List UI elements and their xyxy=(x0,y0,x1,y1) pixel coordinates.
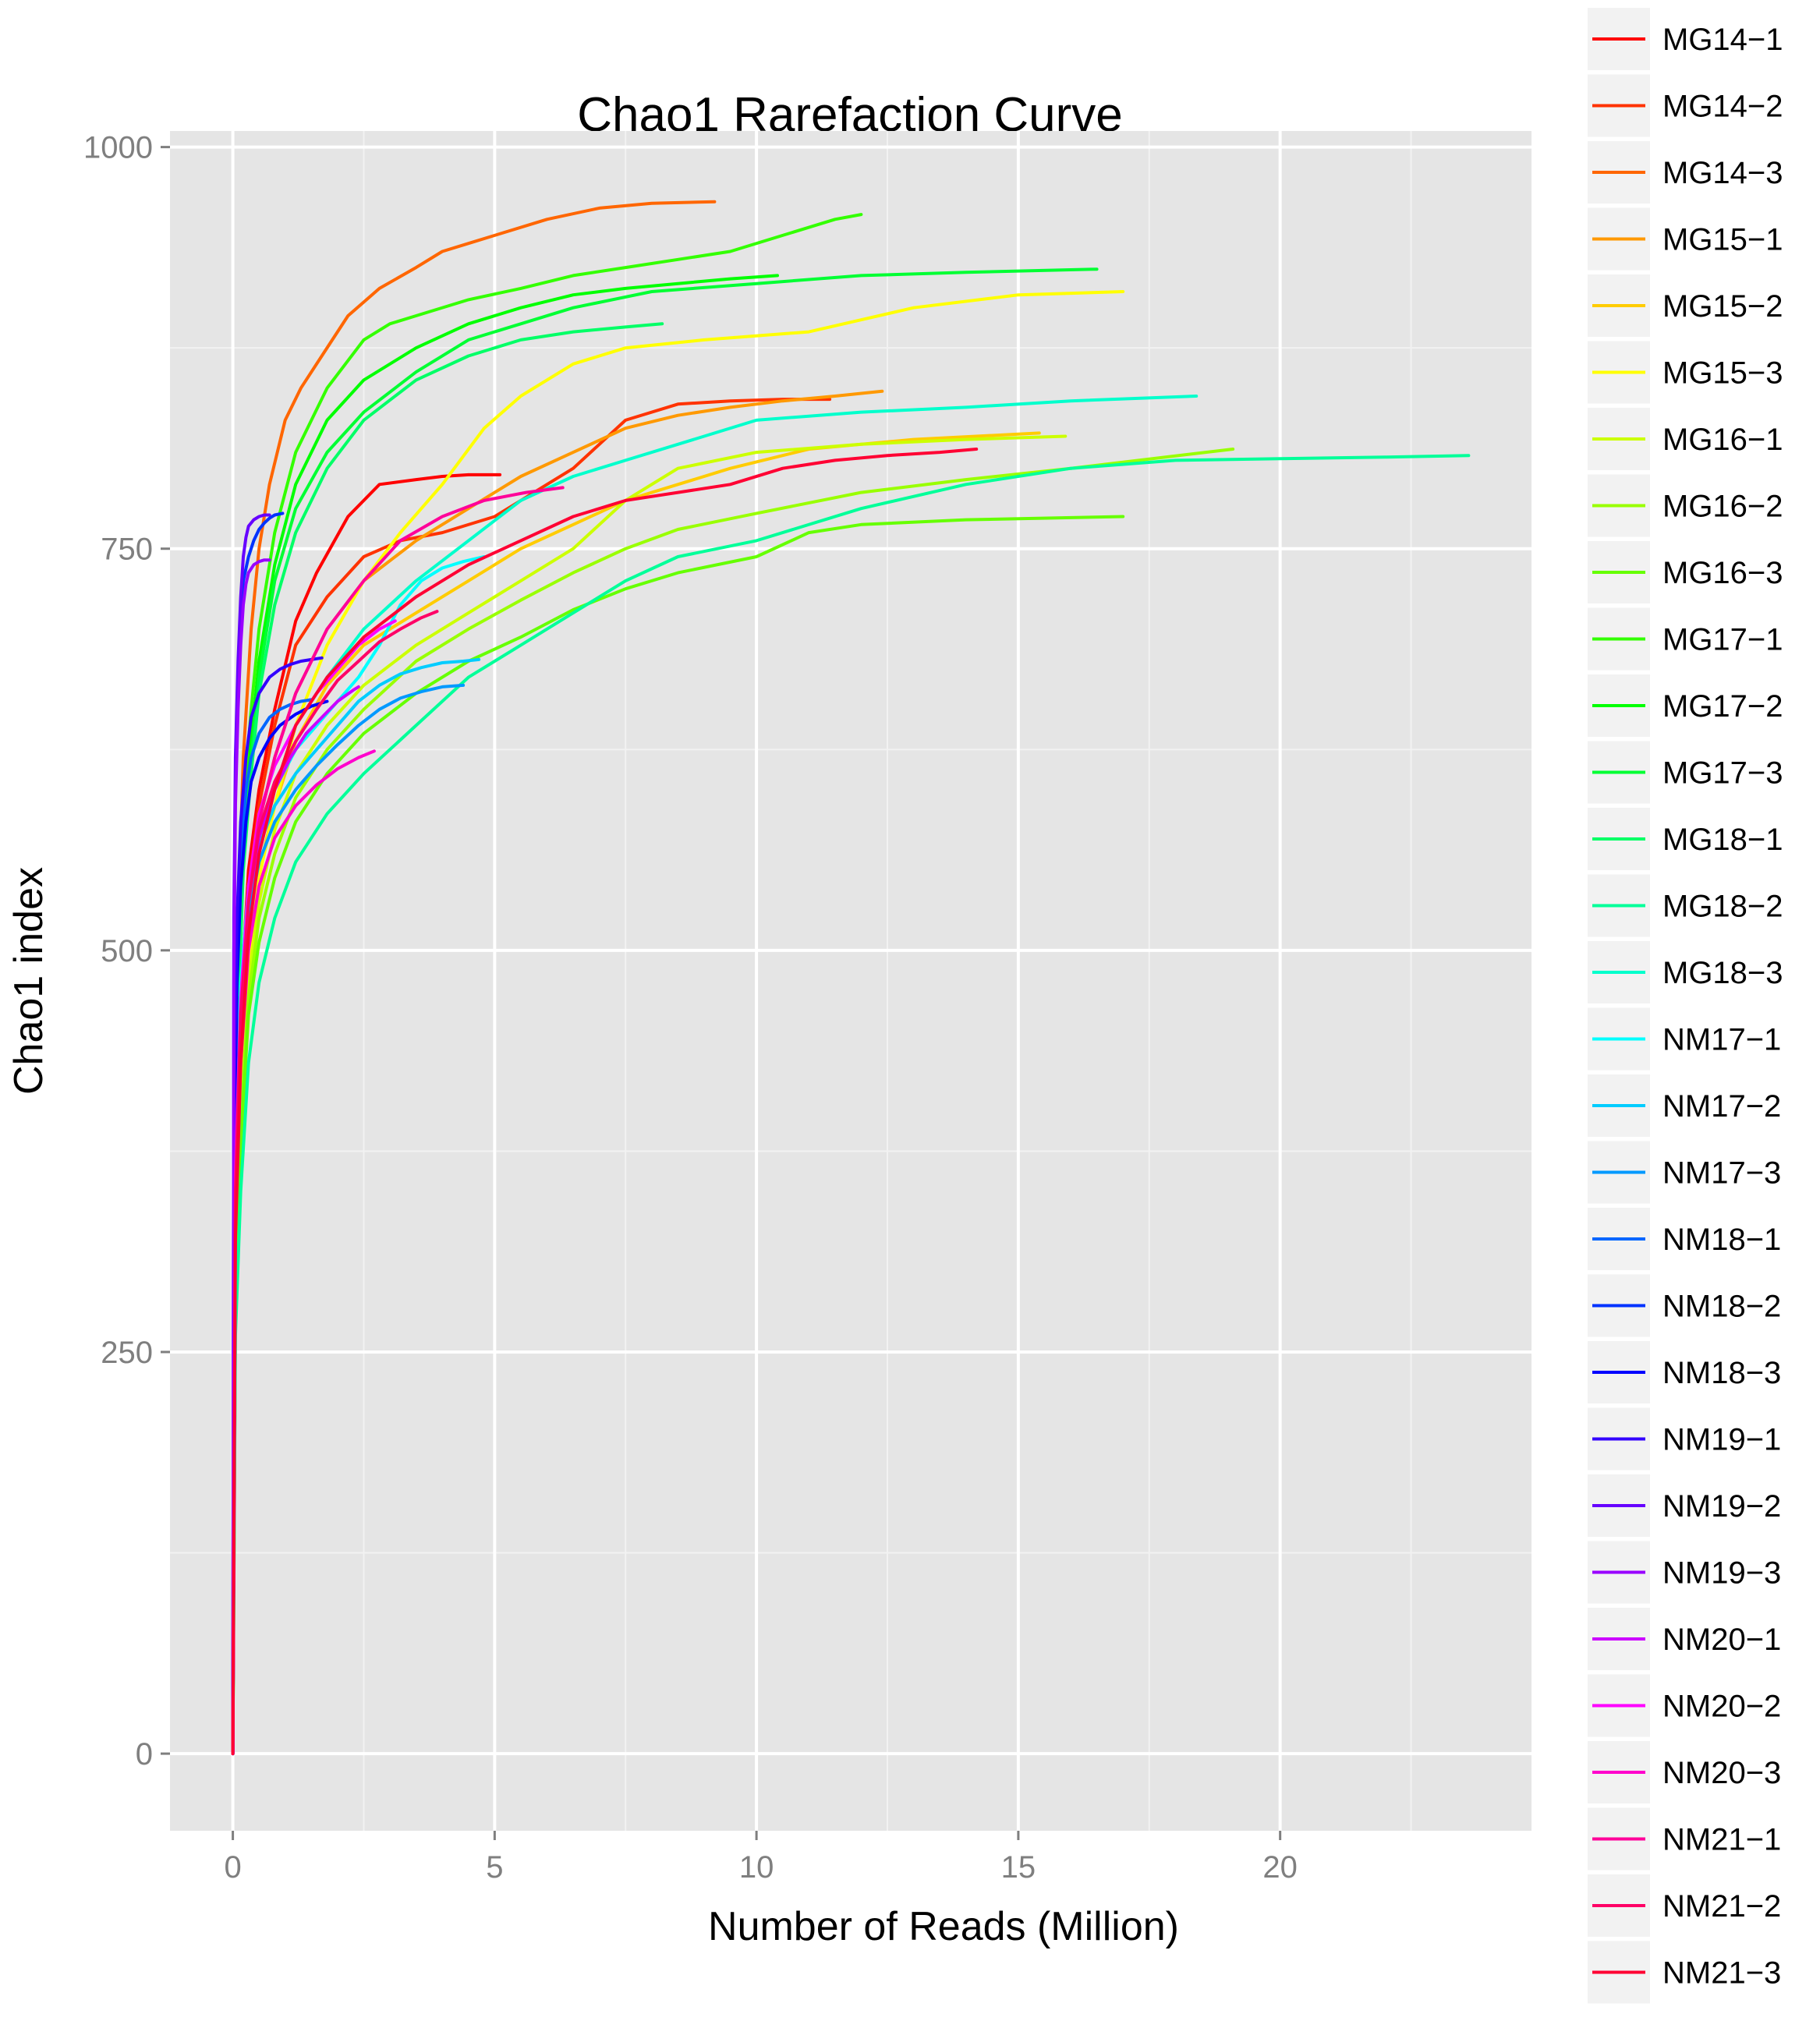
legend-label: MG15−2 xyxy=(1662,289,1783,324)
x-tick-label: 10 xyxy=(739,1850,774,1885)
y-tick-label: 1000 xyxy=(83,131,153,165)
legend-label: NM20−3 xyxy=(1662,1756,1781,1790)
major-gridlines xyxy=(170,131,1531,1831)
legend-label: NM17−1 xyxy=(1662,1023,1781,1057)
legend-label: NM20−1 xyxy=(1662,1623,1781,1657)
legend-label: NM18−2 xyxy=(1662,1290,1781,1324)
legend-label: MG18−2 xyxy=(1662,890,1783,924)
legend-label: MG17−3 xyxy=(1662,756,1783,791)
legend-label: NM19−2 xyxy=(1662,1489,1781,1524)
series-line-NM19−3 xyxy=(231,558,271,1756)
legend-label: MG16−2 xyxy=(1662,490,1783,524)
legend-label: NM20−2 xyxy=(1662,1690,1781,1724)
legend-label: MG18−3 xyxy=(1662,956,1783,990)
legend-label: NM19−3 xyxy=(1662,1556,1781,1591)
y-axis-ticks: 0 250 500 750 1000 xyxy=(83,131,170,1771)
series-line-MG16−2 xyxy=(231,448,1235,1756)
legend-label: NM17−2 xyxy=(1662,1089,1781,1124)
legend-label: MG17−1 xyxy=(1662,623,1783,657)
series-line-NM21−3 xyxy=(231,448,979,1756)
legend: MG14−1 MG14−2 MG14−3 MG15−1 MG15−2 MG15−3 MG16… xyxy=(1588,8,1783,2004)
legend-label: NM21−3 xyxy=(1662,1956,1781,1991)
series-line-MG18−1 xyxy=(231,322,664,1756)
plot-panel xyxy=(170,131,1531,1831)
legend-label: NM21−2 xyxy=(1662,1889,1781,1924)
series-line-MG14−3 xyxy=(231,200,717,1756)
legend-label: NM21−1 xyxy=(1662,1823,1781,1857)
legend-label: MG16−3 xyxy=(1662,556,1783,590)
x-tick-label: 0 xyxy=(224,1850,241,1885)
legend-label: NM18−3 xyxy=(1662,1356,1781,1390)
series-lines xyxy=(231,200,1471,1756)
legend-label: MG17−2 xyxy=(1662,689,1783,724)
y-axis-title: Chao1 index xyxy=(6,867,51,1095)
y-tick-label: 250 xyxy=(101,1336,153,1370)
series-line-MG16−1 xyxy=(231,434,1068,1756)
y-tick-label: 0 xyxy=(136,1737,153,1771)
legend-label: MG15−3 xyxy=(1662,356,1783,391)
y-tick-label: 750 xyxy=(101,533,153,567)
series-line-MG15−3 xyxy=(231,290,1125,1756)
x-tick-label: 20 xyxy=(1262,1850,1298,1885)
legend-label: NM18−1 xyxy=(1662,1223,1781,1257)
x-tick-label: 15 xyxy=(1001,1850,1036,1885)
series-line-NM19−1 xyxy=(231,656,324,1756)
legend-label: MG14−2 xyxy=(1662,90,1783,124)
legend-label: MG14−1 xyxy=(1662,23,1783,57)
x-axis-ticks: 0 5 10 15 20 xyxy=(224,1831,1298,1885)
series-line-MG16−3 xyxy=(231,515,1125,1756)
legend-label: MG18−1 xyxy=(1662,823,1783,857)
series-line-MG18−2 xyxy=(231,454,1471,1756)
y-tick-label: 500 xyxy=(101,934,153,968)
legend-label: NM19−1 xyxy=(1662,1423,1781,1457)
legend-label: MG15−1 xyxy=(1662,223,1783,257)
legend-label: MG14−3 xyxy=(1662,156,1783,190)
legend-label: MG16−1 xyxy=(1662,423,1783,457)
legend-label: NM17−3 xyxy=(1662,1156,1781,1191)
x-tick-label: 5 xyxy=(486,1850,503,1885)
series-line-NM21−2 xyxy=(231,610,439,1756)
x-axis-title: Number of Reads (Million) xyxy=(708,1904,1179,1949)
